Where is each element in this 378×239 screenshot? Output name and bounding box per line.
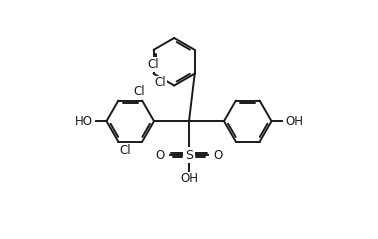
Text: OH: OH — [180, 172, 198, 185]
Text: HO: HO — [74, 115, 92, 128]
Text: S: S — [185, 149, 193, 162]
Text: O: O — [155, 149, 164, 162]
Text: Cl: Cl — [147, 58, 159, 71]
Text: OH: OH — [285, 115, 303, 128]
Text: Cl: Cl — [120, 144, 132, 158]
Text: O: O — [214, 149, 223, 162]
Text: Cl: Cl — [155, 76, 166, 89]
Text: Cl: Cl — [133, 85, 145, 98]
